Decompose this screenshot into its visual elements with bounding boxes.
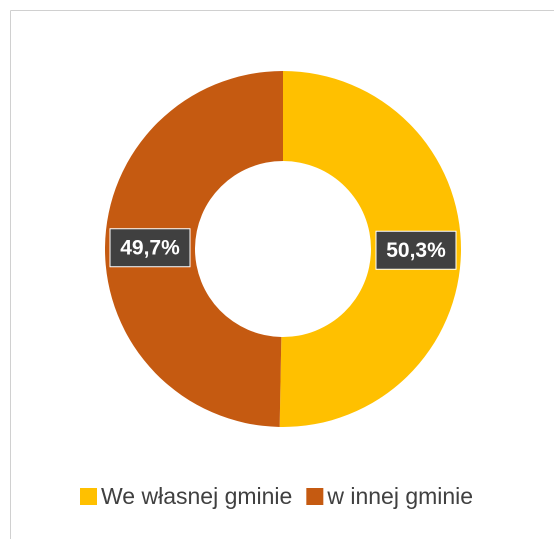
- legend-label: We własnej gminie: [101, 483, 292, 509]
- value-label-box: [109, 228, 191, 268]
- legend-swatch: [306, 488, 324, 505]
- value-label: 49,7%: [120, 236, 180, 259]
- value-label-box: [375, 230, 457, 270]
- donut-slice: [279, 71, 461, 427]
- legend-swatch: [80, 488, 97, 505]
- donut-slice: [104, 71, 284, 427]
- legend-label: w innej gminie: [326, 483, 473, 509]
- value-label: 50,3%: [386, 239, 446, 262]
